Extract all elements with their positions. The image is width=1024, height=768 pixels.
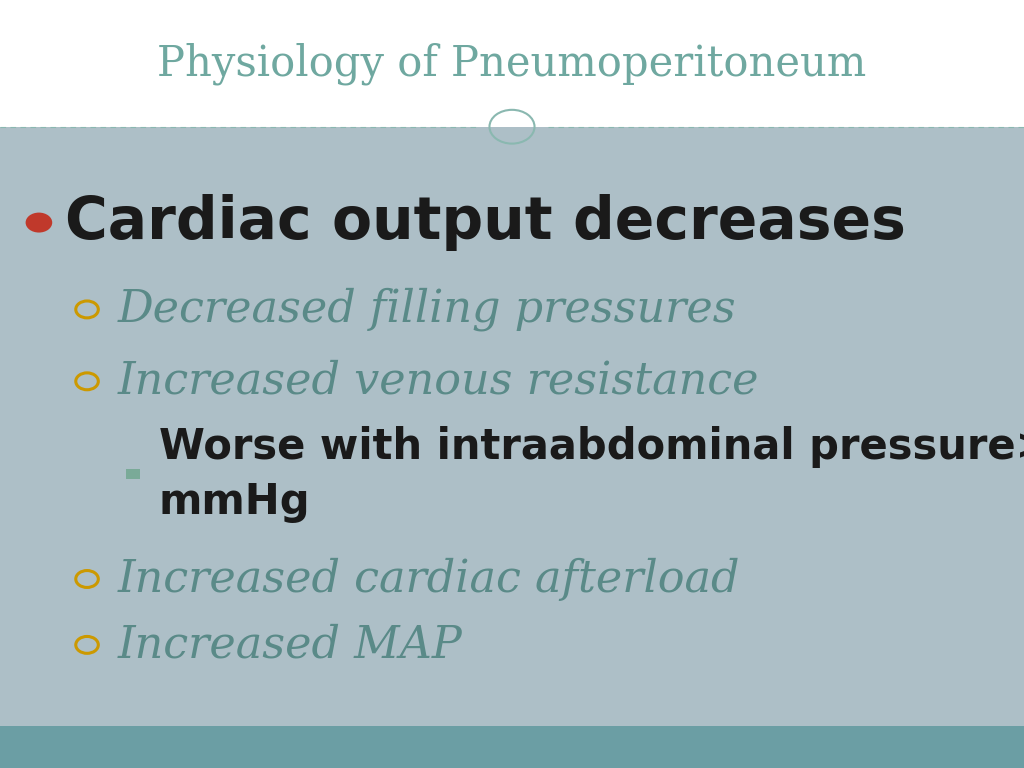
Text: Cardiac output decreases: Cardiac output decreases	[65, 194, 905, 251]
Text: Increased cardiac afterload: Increased cardiac afterload	[118, 558, 740, 601]
Text: Increased venous resistance: Increased venous resistance	[118, 359, 759, 403]
Text: Decreased filling pressures: Decreased filling pressures	[118, 287, 736, 331]
Text: Worse with intraabdominal pressure>20
mmHg: Worse with intraabdominal pressure>20 mm…	[159, 425, 1024, 523]
Bar	[0, 726, 1024, 768]
Circle shape	[26, 213, 52, 233]
Bar	[0, 127, 1024, 726]
Text: Increased MAP: Increased MAP	[118, 624, 463, 667]
Text: Physiology of Pneumoperitoneum: Physiology of Pneumoperitoneum	[158, 42, 866, 84]
Bar	[127, 469, 139, 479]
Bar	[0, 0, 1024, 127]
